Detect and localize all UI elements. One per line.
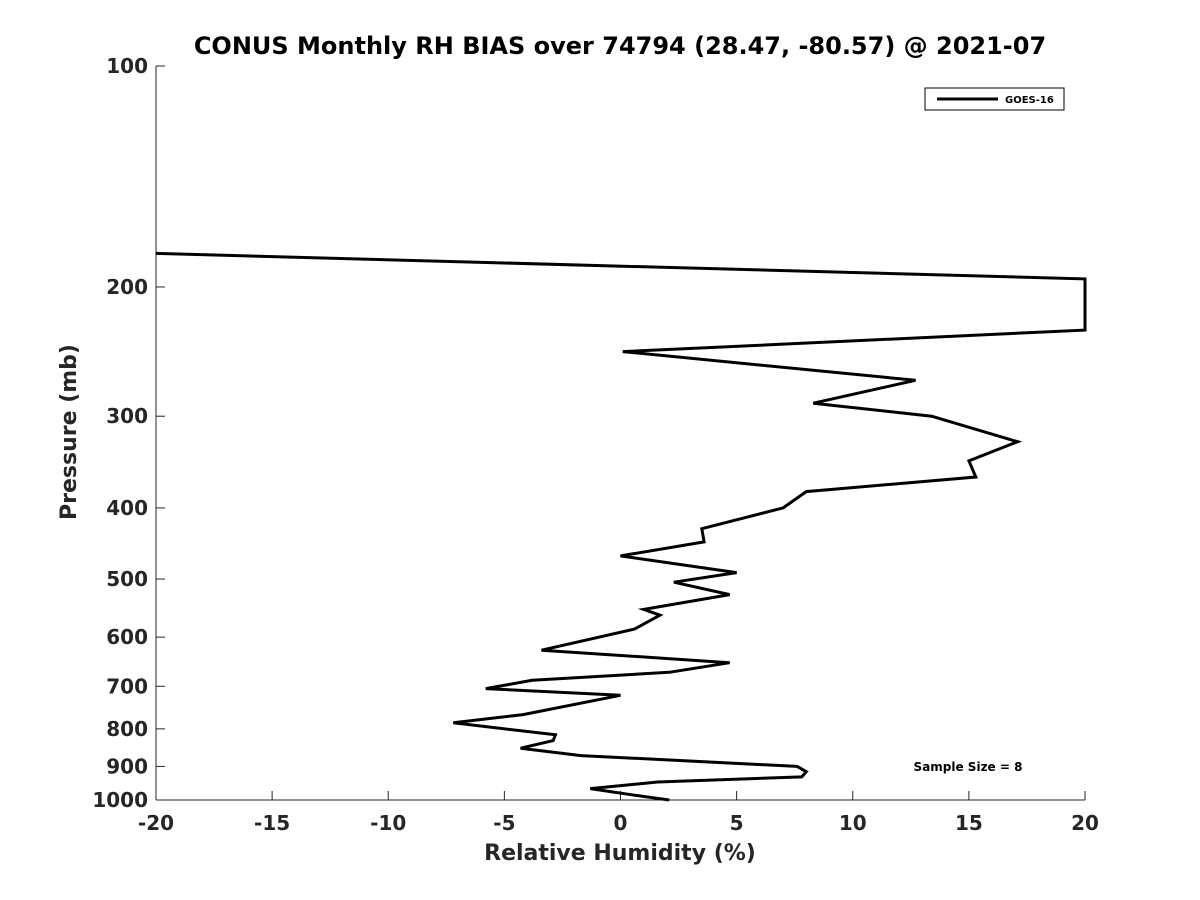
x-tick-label: 20 [1071,811,1099,835]
x-tick-label: 5 [730,811,744,835]
y-tick-label: 400 [106,496,148,520]
series-line-goes16 [155,251,1087,802]
x-tick-label: -10 [370,811,406,835]
x-tick-label: -5 [493,811,515,835]
sample-size-annotation: Sample Size = 8 [914,760,1023,774]
y-axis-ticks: 100 200 300 400 500 600 700 800 900 1000 [92,54,165,812]
x-tick-label: -15 [254,811,290,835]
chart-title: CONUS Monthly RH BIAS over 74794 (28.47,… [194,32,1046,60]
y-tick-label: 1000 [92,788,148,812]
y-tick-label: 600 [106,625,148,649]
plot-axes [155,66,1085,801]
x-tick-label: 10 [839,811,867,835]
x-axis-label: Relative Humidity (%) [484,841,756,866]
x-axis-ticks: -20 -15 -10 -5 0 5 10 15 20 [138,791,1099,835]
y-tick-label: 300 [106,404,148,428]
y-tick-label: 500 [106,567,148,591]
x-tick-label: -20 [138,811,174,835]
y-tick-label: 700 [106,674,148,698]
x-tick-label: 15 [955,811,983,835]
y-tick-label: 200 [106,275,148,299]
x-tick-label: 0 [614,811,628,835]
y-axis-label: Pressure (mb) [57,344,82,520]
y-tick-label: 100 [106,54,148,78]
legend-label: GOES-16 [1005,95,1054,106]
legend: GOES-16 [924,87,1065,111]
y-tick-label: 900 [106,754,148,778]
y-tick-label: 800 [106,717,148,741]
